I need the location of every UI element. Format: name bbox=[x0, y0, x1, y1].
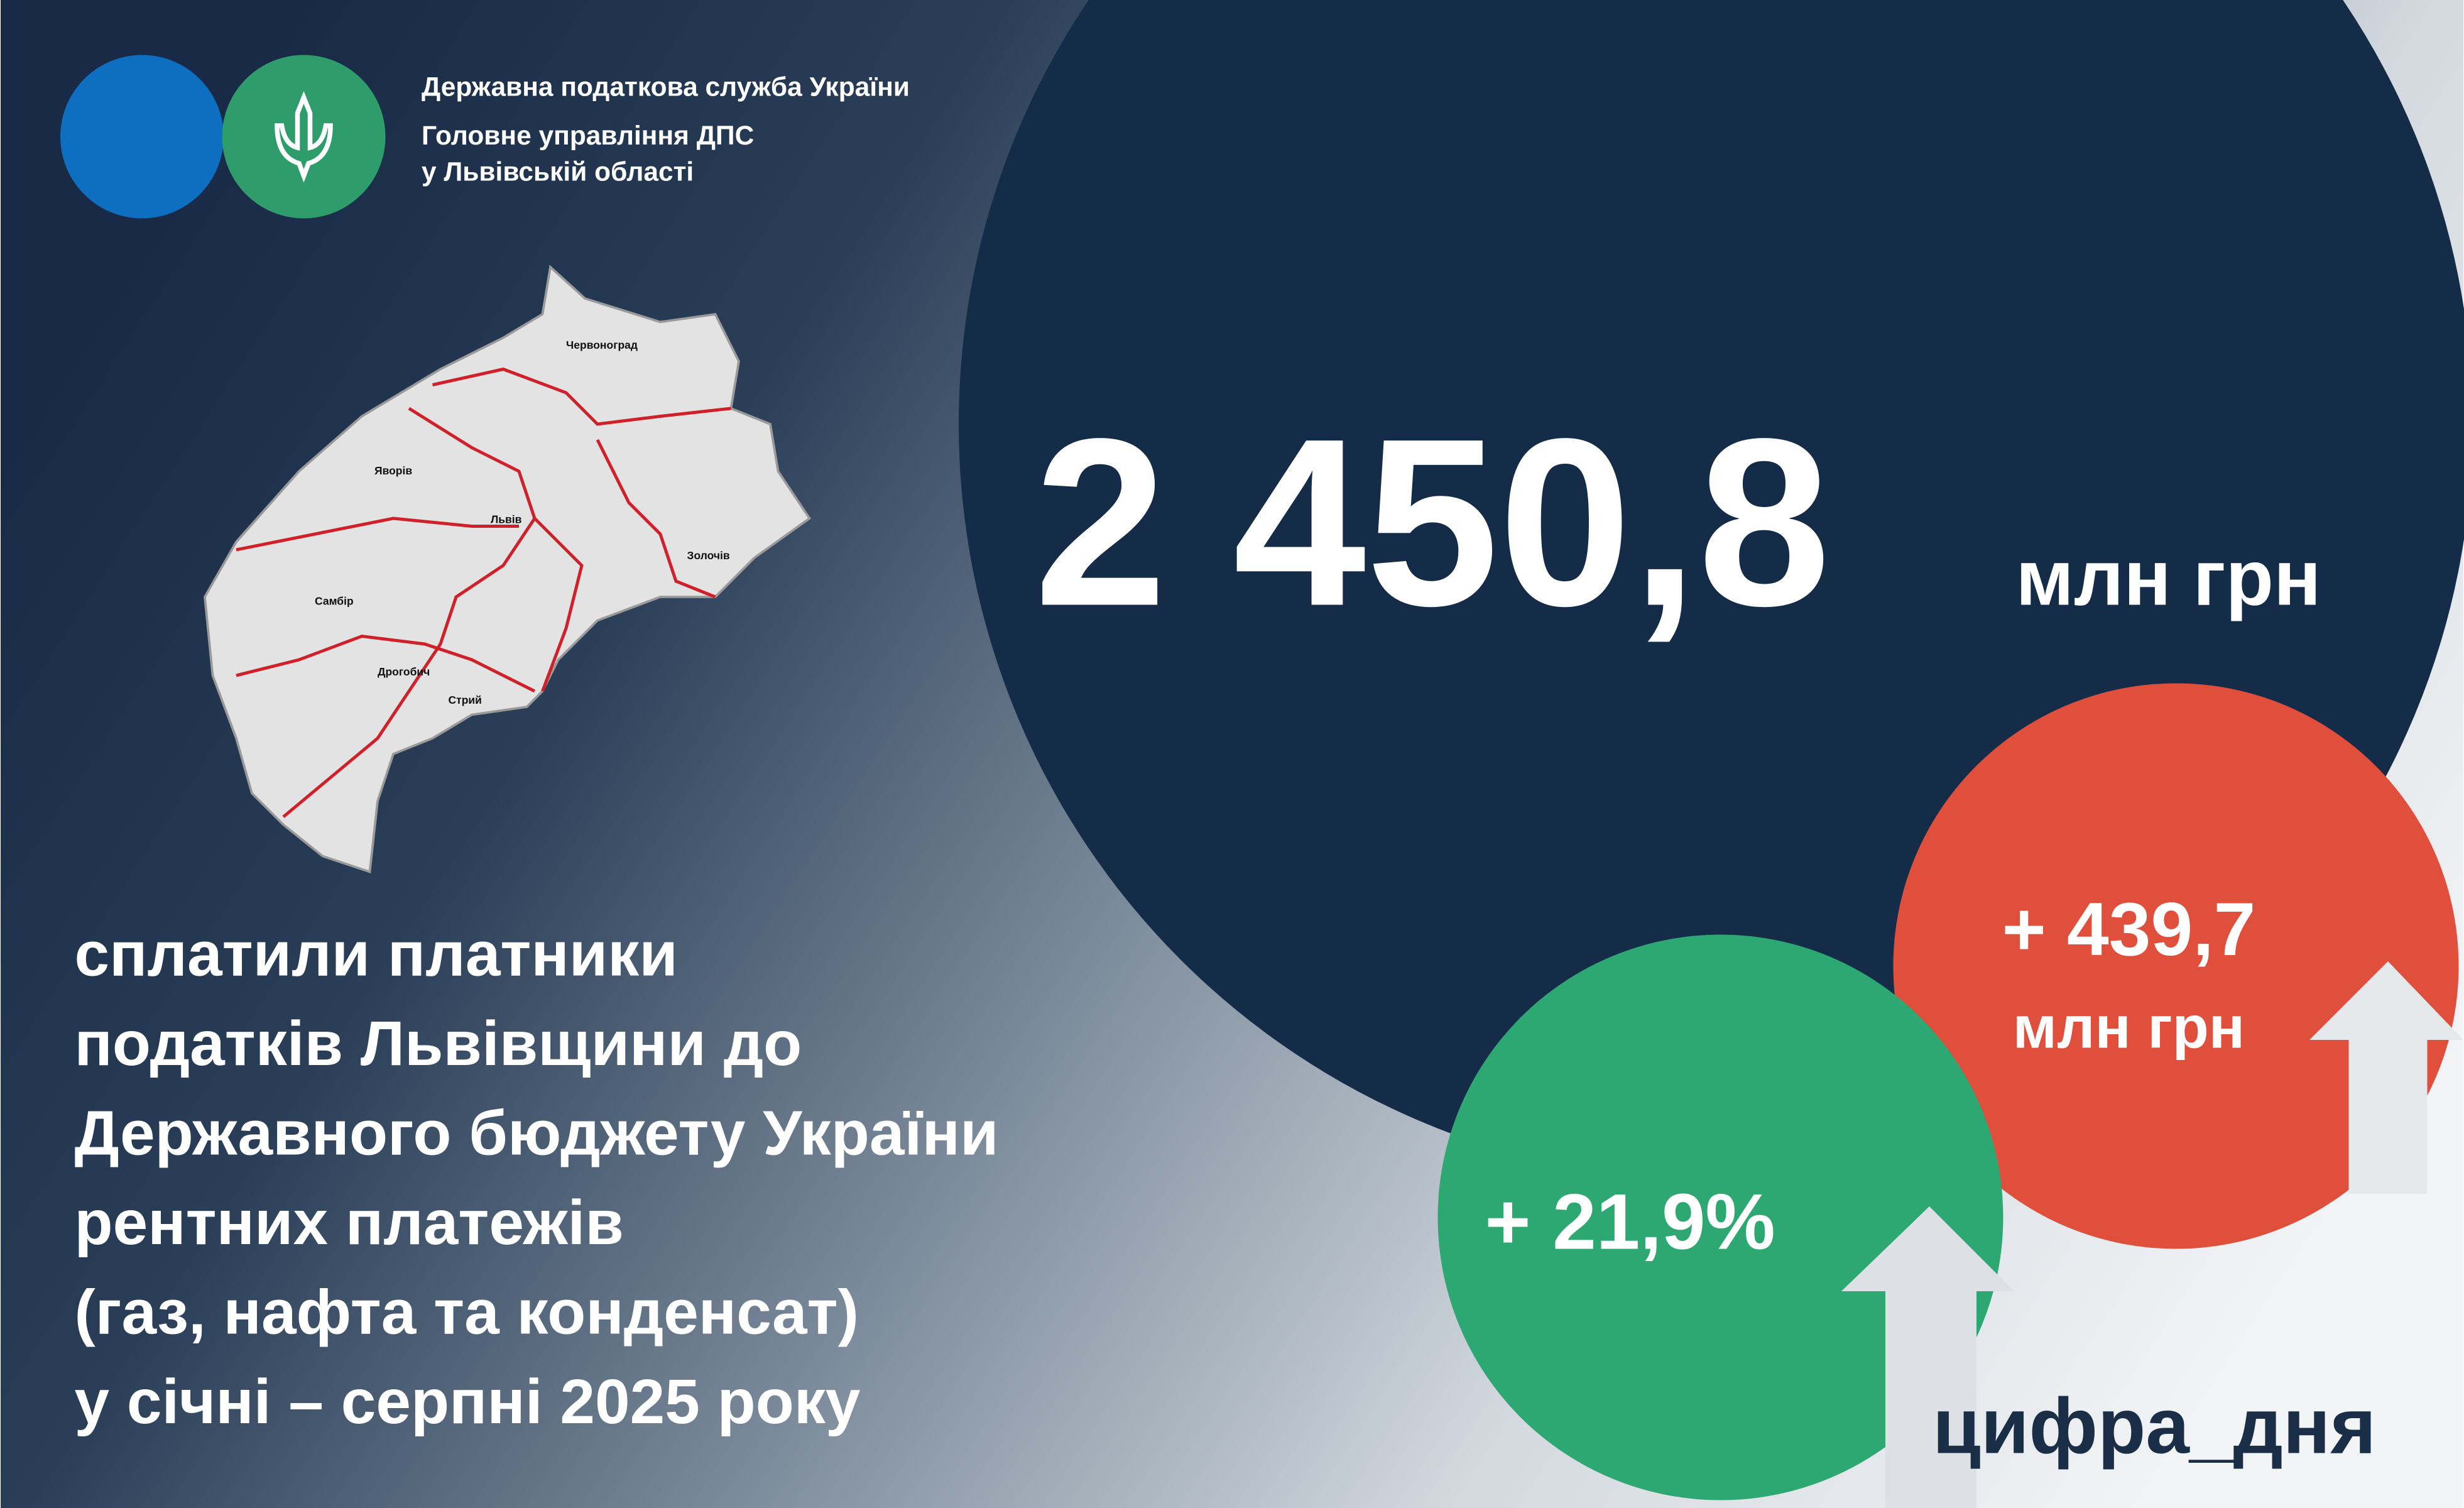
main-value: 2 450,8 bbox=[1034, 389, 1831, 656]
map-label: Дрогобич bbox=[378, 665, 430, 678]
map-label: Яворів bbox=[374, 464, 412, 477]
body-line: сплатили платники bbox=[75, 919, 678, 990]
header-line: Головне управління ДПС bbox=[422, 121, 754, 151]
body-line: у січні – серпні 2025 року bbox=[75, 1367, 861, 1437]
hashtag: цифра_дня bbox=[1932, 1383, 2376, 1470]
logo-blue bbox=[60, 55, 224, 219]
body-line: рентних платежів bbox=[75, 1188, 624, 1258]
arrow-icon bbox=[1841, 1206, 2014, 1508]
district-border bbox=[236, 516, 519, 552]
trident bbox=[275, 90, 333, 183]
map-label: Червоноград bbox=[566, 339, 638, 351]
header-line: Державна податкова служба України bbox=[422, 73, 910, 102]
logo-green bbox=[222, 55, 386, 219]
growth-value: + 21,9% bbox=[1485, 1179, 1775, 1266]
header-line: у Львівській області bbox=[422, 158, 694, 187]
body-line: (газ, нафта та конденсат) bbox=[75, 1277, 859, 1348]
map-label: Самбір bbox=[315, 595, 354, 608]
district-border bbox=[282, 407, 537, 818]
map-region bbox=[204, 265, 812, 874]
increase-unit: млн грн bbox=[2013, 995, 2245, 1061]
map-label: Львів bbox=[491, 513, 522, 526]
district-border bbox=[432, 367, 731, 426]
growth-circle bbox=[1437, 934, 2003, 1500]
body-line: податків Львівщини до bbox=[75, 1008, 802, 1079]
increase-value: + 439,7 bbox=[2002, 887, 2256, 971]
district-border bbox=[533, 517, 584, 692]
arrow-icon bbox=[2309, 961, 2463, 1194]
body-line: Державного бюджету України bbox=[75, 1098, 999, 1169]
district-border bbox=[596, 439, 716, 599]
map: Червоноград Яворів Львів Золочів Самбір … bbox=[204, 265, 812, 874]
map-label: Золочів bbox=[687, 549, 730, 562]
increase-circle bbox=[1893, 683, 2459, 1249]
main-unit: млн грн bbox=[2016, 535, 2321, 622]
district-border bbox=[236, 634, 536, 693]
map-label: Стрий bbox=[449, 694, 482, 706]
